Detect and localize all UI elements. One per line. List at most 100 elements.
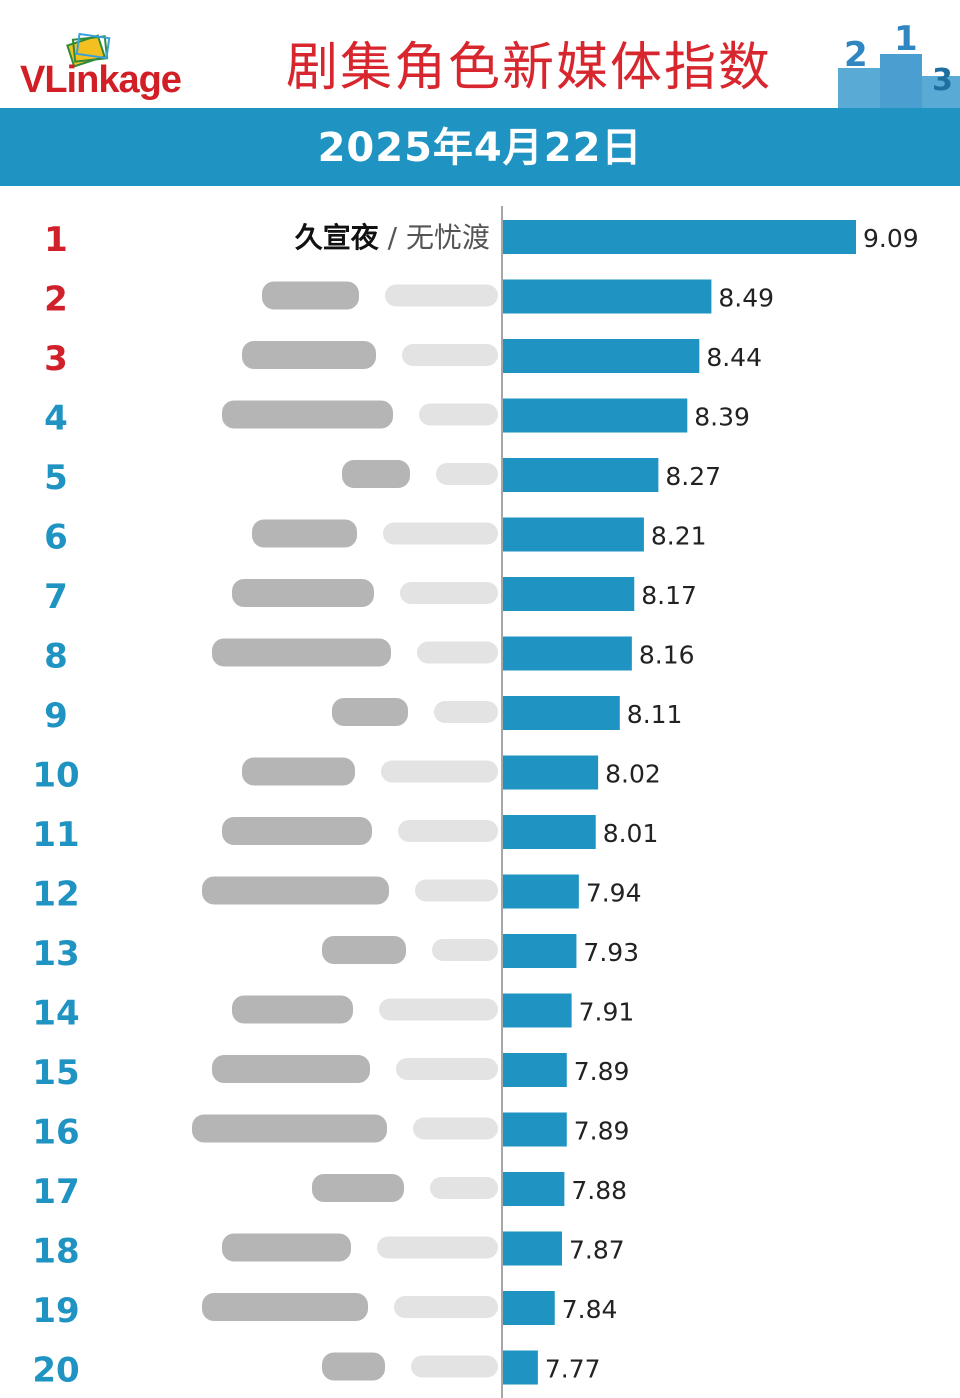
blurred-drama-label [415, 879, 498, 902]
chart-row: 1 久宣夜 / 无忧渡 9.09 [44, 220, 919, 260]
value-label: 8.27 [665, 462, 721, 491]
blurred-drama-label [413, 1117, 498, 1140]
blurred-role-label [222, 400, 393, 429]
blurred-role-label [322, 936, 406, 964]
blurred-drama-label [396, 1058, 498, 1080]
blurred-role-label [212, 1055, 370, 1083]
blurred-role-label [202, 1293, 368, 1321]
blurred-drama-label [434, 701, 498, 723]
blurred-drama-label [394, 1296, 498, 1318]
value-label: 8.44 [706, 343, 762, 372]
value-label: 8.39 [694, 403, 750, 432]
rank-label: 16 [32, 1113, 79, 1153]
chart-row: 4 8.39 [44, 398, 750, 439]
rank-label: 3 [44, 339, 68, 379]
rank-label: 18 [32, 1232, 79, 1272]
value-label: 7.94 [586, 879, 642, 908]
rank-label: 1 [44, 220, 68, 260]
value-label: 7.91 [579, 998, 635, 1027]
blurred-role-label [242, 757, 355, 786]
rank-label: 6 [44, 518, 68, 558]
blurred-drama-label [417, 641, 498, 664]
blurred-role-label [232, 579, 374, 607]
rank-label: 4 [44, 399, 68, 439]
value-label: 7.89 [574, 1117, 630, 1146]
rank-label: 13 [32, 934, 79, 974]
header: VLinkage 剧集角色新媒体指数 2 1 3 [0, 0, 960, 108]
blurred-drama-label [400, 582, 498, 604]
bar [503, 696, 620, 730]
svg-text:1: 1 [894, 19, 918, 59]
chart-row: 3 8.44 [44, 339, 762, 379]
blurred-drama-label [419, 403, 498, 426]
bar [503, 517, 644, 552]
bar [503, 398, 688, 433]
chart-row: 20 7.77 [32, 1350, 601, 1391]
chart-row: 5 8.27 [44, 458, 721, 498]
chart-row: 10 8.02 [32, 755, 661, 796]
blurred-drama-label [383, 522, 498, 545]
chart-row: 17 7.88 [32, 1172, 627, 1212]
chart-row: 11 8.01 [32, 815, 658, 855]
ranking-bar-chart: 1 久宣夜 / 无忧渡 9.092 8.493 8.444 8.395 8.276 8.217… [32, 206, 919, 1398]
blurred-role-label [252, 519, 357, 548]
drama-name: / 无忧渡 [379, 221, 490, 254]
blurred-role-label [342, 460, 410, 488]
role-name: 久宣夜 [295, 221, 380, 254]
bar [503, 577, 635, 611]
blurred-role-label [262, 281, 359, 310]
blurred-drama-label [379, 998, 498, 1021]
blurred-drama-label [385, 284, 498, 307]
rank-label: 15 [32, 1053, 79, 1093]
value-label: 7.77 [545, 1355, 601, 1384]
chart-row: 14 7.91 [32, 993, 635, 1034]
blurred-drama-label [432, 939, 498, 961]
value-label: 8.16 [639, 641, 695, 670]
bar [503, 339, 700, 373]
bar [503, 934, 577, 968]
value-label: 8.21 [651, 522, 707, 551]
blurred-role-label [192, 1114, 387, 1143]
value-label: 8.17 [641, 581, 697, 610]
blurred-drama-label [436, 463, 498, 485]
svg-text:3: 3 [932, 63, 953, 98]
bar [503, 874, 579, 909]
value-label: 8.01 [603, 819, 659, 848]
bar [503, 220, 856, 254]
value-label: 8.49 [718, 284, 774, 313]
bar [503, 1350, 538, 1385]
rank-label: 20 [32, 1351, 79, 1391]
rank-label: 14 [32, 994, 79, 1034]
bar [503, 458, 659, 492]
chart-row: 2 8.49 [44, 279, 774, 320]
rank-label: 19 [32, 1291, 79, 1331]
bar [503, 1112, 567, 1147]
rank-label: 10 [32, 756, 79, 796]
svg-text:2: 2 [844, 35, 868, 75]
blurred-role-label [222, 1233, 351, 1262]
blurred-drama-label [402, 344, 498, 366]
chart-row: 18 7.87 [32, 1231, 625, 1272]
chart-row: 8 8.16 [44, 636, 695, 677]
chart-row: 7 8.17 [44, 577, 697, 617]
chart-row: 16 7.89 [32, 1112, 630, 1153]
blurred-role-label [232, 995, 353, 1024]
chart-row: 12 7.94 [32, 874, 642, 915]
rank-label: 7 [44, 577, 68, 617]
blurred-drama-label [430, 1177, 498, 1199]
rank-label: 12 [32, 875, 79, 915]
chart-row: 13 7.93 [32, 934, 639, 974]
logo-text: VLinkage [20, 59, 182, 101]
rank-label: 9 [44, 696, 68, 736]
rank-label: 8 [44, 637, 68, 677]
date-band: 2025年4月22日 [0, 108, 960, 186]
value-label: 7.89 [574, 1057, 630, 1086]
blurred-role-label [202, 876, 389, 905]
logo-cards-icon [66, 32, 111, 68]
bar [503, 636, 632, 671]
value-label: 7.84 [562, 1295, 618, 1324]
rank-label: 11 [32, 815, 79, 855]
bar [503, 993, 572, 1028]
blurred-role-label [322, 1352, 385, 1381]
blurred-drama-label [381, 760, 498, 783]
